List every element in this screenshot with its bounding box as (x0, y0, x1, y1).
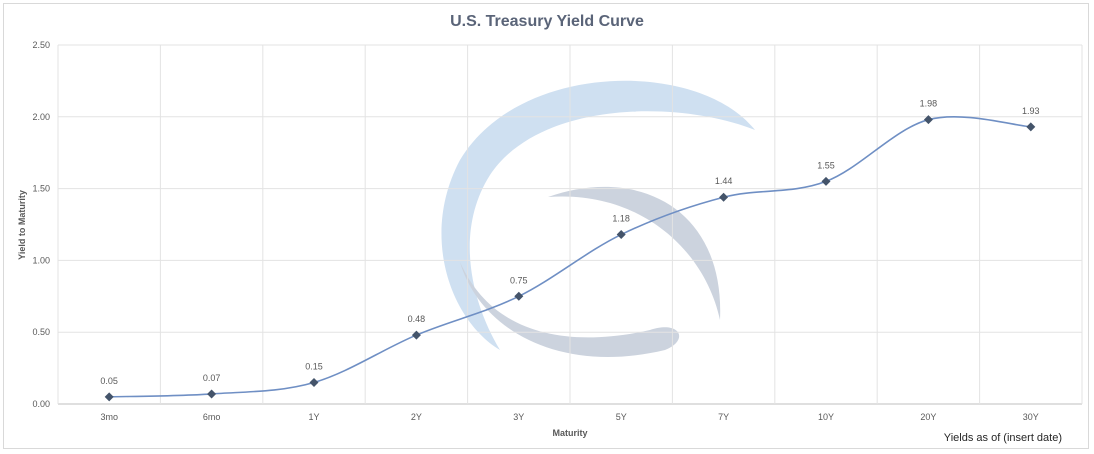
x-tick-label: 30Y (1023, 412, 1039, 422)
y-tick-label: 0.00 (32, 399, 50, 409)
data-label: 0.48 (408, 314, 426, 324)
data-point-marker (104, 392, 114, 402)
data-label: 0.15 (305, 361, 323, 371)
data-point-marker (719, 192, 729, 202)
data-point-marker (514, 291, 524, 301)
y-tick-label: 1.50 (32, 184, 50, 194)
chart-title: U.S. Treasury Yield Curve (450, 13, 644, 30)
grid (57, 44, 1083, 405)
watermark-logo (441, 80, 755, 357)
data-markers (104, 115, 1036, 402)
data-label: 0.05 (100, 376, 118, 386)
data-label: 1.44 (715, 176, 733, 186)
y-axis-label: Yield to Maturity (17, 190, 27, 260)
y-tick-label: 1.00 (32, 255, 50, 265)
y-tick-label: 2.00 (32, 112, 50, 122)
data-label: 0.07 (203, 373, 221, 383)
data-point-marker (616, 230, 626, 240)
data-point-marker (821, 176, 831, 186)
x-tick-label: 20Y (920, 412, 936, 422)
data-label: 1.18 (612, 214, 630, 224)
data-label: 1.98 (920, 99, 938, 109)
data-label: 0.75 (510, 275, 528, 285)
data-point-marker (309, 377, 319, 387)
data-labels: 0.05 0.07 0.15 0.48 0.75 1.18 1.44 1.55 1.98 1.93 (100, 99, 1039, 386)
data-label: 1.55 (817, 160, 835, 170)
footnote: Yields as of (insert date) (944, 432, 1062, 444)
x-tick-label: 3mo (100, 412, 118, 422)
x-tick-label: 5Y (616, 412, 627, 422)
data-point-marker (923, 115, 933, 125)
y-tick-labels: 0.00 0.50 1.00 1.50 2.00 2.50 (32, 40, 50, 409)
data-point-marker (1026, 122, 1036, 132)
y-tick-label: 0.50 (32, 327, 50, 337)
x-axis-label: Maturity (552, 428, 587, 438)
watermark-inner-arc (460, 186, 721, 357)
data-point-marker (411, 330, 421, 340)
x-tick-label: 10Y (818, 412, 834, 422)
data-point-marker (207, 389, 217, 399)
x-tick-label: 6mo (203, 412, 221, 422)
x-tick-label: 3Y (513, 412, 524, 422)
x-tick-label: 1Y (308, 412, 319, 422)
chart-frame (3, 3, 1089, 449)
series-line (109, 116, 1031, 398)
x-tick-labels: 3mo 6mo 1Y 2Y 3Y 5Y 7Y 10Y 20Y 30Y (100, 412, 1038, 422)
data-label: 1.93 (1022, 106, 1040, 116)
x-tick-label: 2Y (411, 412, 422, 422)
watermark-outer-arc (441, 80, 755, 350)
x-tick-label: 7Y (718, 412, 729, 422)
y-tick-label: 2.50 (32, 40, 50, 50)
